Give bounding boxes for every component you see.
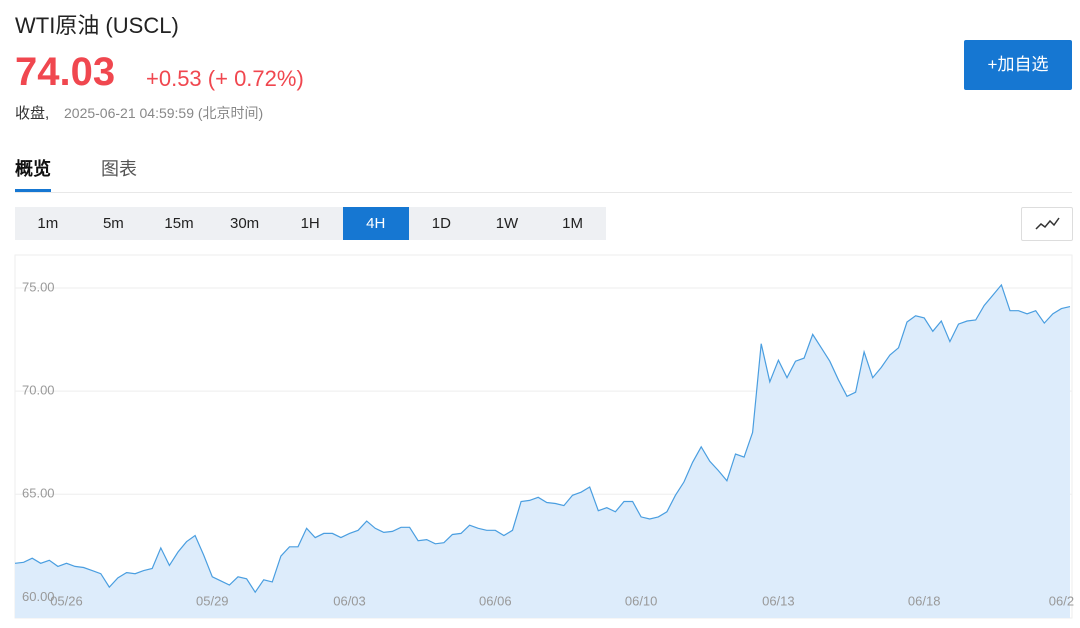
area-fill <box>15 284 1070 618</box>
icon <box>1035 217 1060 230</box>
tab[interactable]: 图表 <box>101 159 137 179</box>
plot-frame <box>14 254 1073 619</box>
price-line <box>14 283 1071 594</box>
price: 74.03 <box>15 50 116 94</box>
interval-button[interactable]: 1m <box>37 215 59 232</box>
interval-button[interactable]: 1H <box>300 215 320 232</box>
chart-type-button[interactable] <box>1021 207 1073 241</box>
title: WTI原油 (USCL) <box>15 13 179 38</box>
interval-button[interactable]: 4H <box>342 207 409 240</box>
interval-button[interactable]: 1W <box>495 215 519 232</box>
x-tick-label: 06/10 <box>625 593 658 608</box>
y-tick-label: 65.00 <box>22 486 55 501</box>
x-tick-label: 06/18 <box>908 593 941 608</box>
interval-button[interactable]: 1D <box>431 215 451 232</box>
interval-button[interactable]: 1M <box>562 215 583 232</box>
x-tick-label: 06/03 <box>333 593 366 608</box>
y-tick-label: 60.00 <box>22 589 55 604</box>
price-change: +0.53 (+ 0.72%) <box>146 66 304 91</box>
icon-line <box>1035 217 1060 230</box>
watch-button[interactable]: +加自选 <box>964 40 1072 90</box>
timestamp: 2025-06-21 04:59:59 (北京时间) <box>64 105 264 121</box>
tab[interactable]: 概览 <box>15 155 51 192</box>
interval-button[interactable]: 15m <box>164 215 194 232</box>
x-tick-label: 06/2 <box>1049 593 1074 608</box>
status: 收盘, <box>15 105 50 122</box>
interval-button[interactable]: 30m <box>229 215 260 232</box>
divider <box>15 192 1072 193</box>
x-tick-label: 05/29 <box>196 593 229 608</box>
x-tick-label: 06/13 <box>762 593 795 608</box>
interval-bar: 1m 5m 15m 30m 1H 4H 1D 1W 1M <box>15 207 606 240</box>
x-tick-label: 06/06 <box>479 593 512 608</box>
interval-button[interactable]: 5m <box>102 215 124 232</box>
y-tick-label: 75.00 <box>22 279 55 294</box>
x-tick-label: 05/26 <box>50 593 83 608</box>
y-tick-label: 70.00 <box>22 383 55 398</box>
